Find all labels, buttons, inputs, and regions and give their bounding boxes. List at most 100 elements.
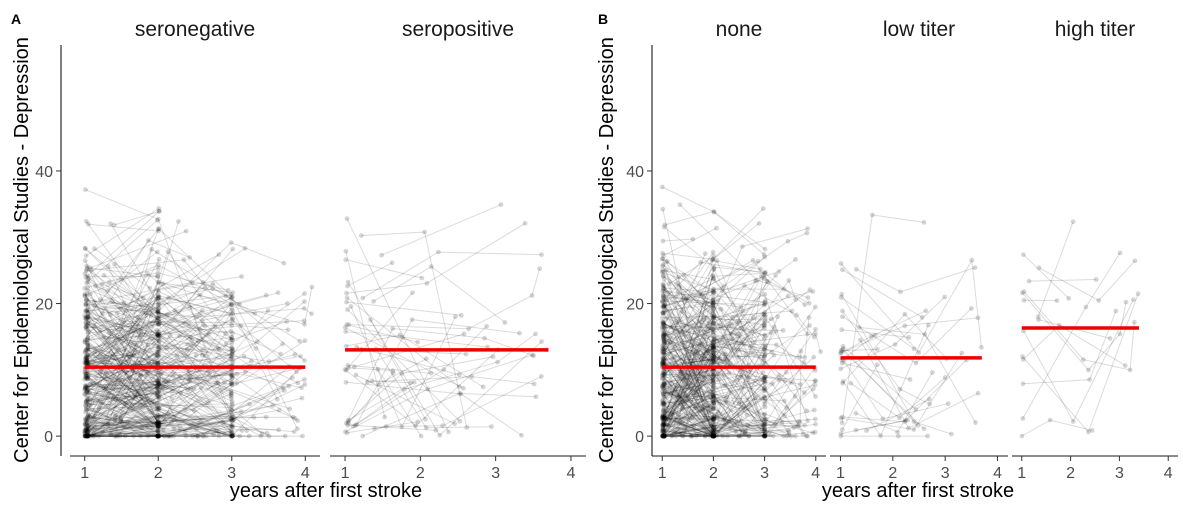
data-point	[229, 433, 235, 439]
data-point	[711, 360, 717, 366]
data-point	[762, 374, 768, 380]
trajectory-line	[665, 363, 730, 422]
data-point	[155, 433, 161, 439]
trajectory-line	[667, 424, 798, 427]
trajectory-line	[663, 293, 809, 421]
data-point	[187, 334, 193, 340]
trajectory-line	[104, 347, 233, 362]
data-point	[82, 431, 88, 437]
x-tick-label: 2	[1066, 465, 1075, 482]
data-point	[758, 273, 764, 279]
data-point	[761, 385, 767, 391]
trajectory-line	[344, 349, 547, 427]
data-point	[660, 294, 666, 299]
data-point	[661, 409, 667, 415]
data-point	[490, 354, 496, 360]
data-point	[130, 368, 135, 374]
data-point	[711, 416, 717, 422]
data-point	[168, 419, 174, 425]
data-point	[82, 313, 88, 318]
trajectory-line	[662, 259, 751, 348]
data-point	[840, 314, 845, 319]
data-point	[160, 384, 166, 390]
trajectory-line	[663, 316, 765, 435]
data-point	[91, 430, 97, 436]
y-tick-label: 20	[626, 297, 644, 314]
data-point	[229, 423, 235, 429]
data-point	[82, 387, 88, 393]
data-point	[301, 306, 307, 311]
data-point	[713, 397, 719, 403]
data-point	[156, 433, 162, 439]
data-point	[660, 398, 666, 403]
data-point	[148, 313, 154, 319]
data-point	[84, 417, 90, 423]
trajectory-line	[662, 338, 765, 427]
data-point	[156, 377, 162, 383]
data-point	[669, 356, 674, 362]
data-point	[813, 378, 818, 384]
data-point	[711, 347, 716, 353]
data-point	[390, 370, 396, 376]
data-point	[155, 344, 161, 350]
data-point	[156, 433, 161, 439]
data-point	[188, 386, 194, 391]
data-point	[156, 300, 162, 306]
data-point	[156, 209, 162, 214]
data-point	[662, 415, 667, 421]
data-point	[667, 380, 673, 385]
data-point	[662, 346, 668, 351]
data-point	[730, 315, 735, 320]
trajectory-line	[84, 293, 233, 372]
data-point	[118, 306, 124, 311]
data-point	[230, 315, 235, 321]
data-point	[85, 385, 91, 391]
data-point	[921, 220, 927, 225]
data-point	[230, 432, 236, 438]
trajectory-line	[85, 393, 152, 403]
data-point	[213, 380, 219, 386]
data-point	[229, 401, 235, 406]
data-point	[140, 405, 146, 410]
trajectory-line	[87, 267, 158, 277]
data-point	[382, 414, 388, 420]
data-point	[276, 427, 282, 433]
data-point	[82, 385, 88, 391]
data-point	[711, 354, 717, 360]
trajectory-line	[85, 189, 234, 421]
trajectory-line	[663, 362, 714, 381]
trajectory-line	[87, 323, 200, 392]
trajectory-line	[663, 387, 765, 432]
data-point	[734, 419, 740, 425]
data-point	[693, 405, 699, 411]
data-point	[158, 371, 163, 377]
data-point	[155, 379, 161, 385]
trajectory-line	[662, 317, 754, 365]
trajectory-line	[85, 393, 160, 437]
data-point	[660, 320, 666, 325]
data-point	[710, 302, 716, 308]
data-point	[110, 396, 116, 402]
data-point	[710, 416, 716, 422]
data-point	[156, 316, 161, 322]
trajectory-line	[347, 327, 534, 422]
data-point	[229, 345, 235, 350]
trajectory-line	[676, 283, 715, 318]
trajectory-line	[87, 431, 159, 437]
data-point	[760, 424, 765, 430]
data-point	[83, 373, 89, 378]
trajectory-line	[662, 326, 822, 352]
data-point	[82, 360, 88, 366]
data-point	[204, 433, 209, 439]
trajectory-line	[670, 375, 714, 418]
trajectory-line	[86, 330, 281, 374]
data-point	[230, 433, 236, 439]
data-point	[711, 355, 717, 360]
data-point	[762, 246, 768, 252]
trajectory-line	[85, 320, 305, 378]
data-point	[711, 343, 716, 348]
data-point	[711, 433, 717, 439]
data-point	[84, 361, 90, 366]
data-point	[745, 422, 750, 428]
